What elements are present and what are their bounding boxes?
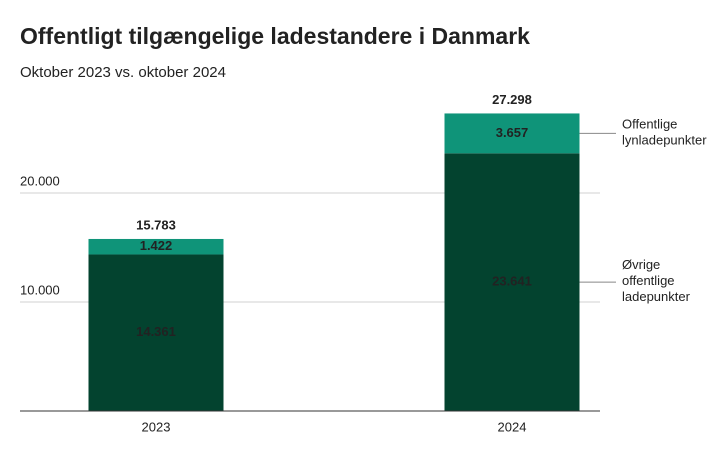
y-tick-label: 10.000 — [20, 282, 60, 297]
bar-segment — [444, 113, 580, 154]
legend-line: Øvrige — [622, 258, 660, 273]
legend-line: Offentlige — [622, 117, 677, 132]
bar-segment — [88, 238, 224, 255]
value-label: 23.641 — [492, 274, 532, 289]
bar-segment — [444, 153, 580, 411]
y-tick-label: 20.000 — [20, 173, 60, 188]
total-label: 15.783 — [136, 217, 176, 232]
x-tick-label: 2024 — [498, 419, 527, 434]
legend-line: offentlige — [622, 274, 675, 289]
value-label: 1.422 — [140, 238, 173, 253]
legend-label: Offentlige lynladepunkter — [622, 117, 707, 148]
value-label: 14.361 — [136, 324, 176, 339]
value-label: 3.657 — [496, 125, 529, 140]
chart-title: Offentligt tilgængelige ladestandere i D… — [20, 23, 530, 49]
legend-label: Øvrige offentlige ladepunkter — [622, 258, 691, 305]
bar-segment — [88, 254, 224, 411]
chart-subtitle: Oktober 2023 vs. oktober 2024 — [20, 64, 226, 81]
legend-line: lynladepunkter — [622, 133, 707, 148]
legend-line: ladepunkter — [622, 290, 691, 305]
total-label: 27.298 — [492, 92, 532, 107]
x-tick-label: 2023 — [142, 419, 171, 434]
